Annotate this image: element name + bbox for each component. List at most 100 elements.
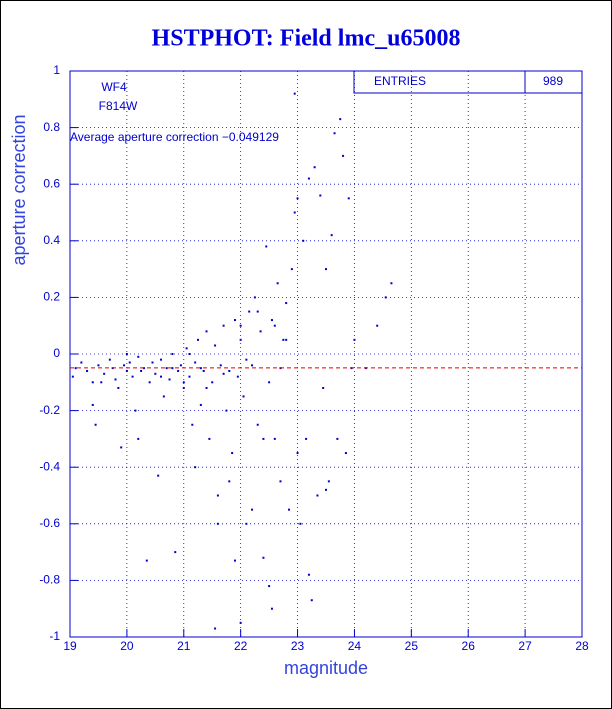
stats-label: ENTRIES <box>374 74 426 88</box>
point <box>80 361 83 364</box>
point <box>103 372 106 375</box>
point <box>134 409 137 412</box>
point <box>219 364 222 367</box>
y-tick-label: -0.2 <box>39 403 60 417</box>
point <box>347 197 350 200</box>
point <box>71 375 74 378</box>
point <box>91 403 94 406</box>
point <box>97 364 100 367</box>
point <box>199 403 202 406</box>
point <box>205 330 208 333</box>
point <box>168 378 171 381</box>
point <box>322 386 325 389</box>
x-tick-label: 28 <box>575 639 589 653</box>
point <box>251 364 254 367</box>
y-tick-label: 0.4 <box>43 233 60 247</box>
point <box>270 607 273 610</box>
point <box>233 319 236 322</box>
point <box>293 92 296 95</box>
y-tick-label: 0.6 <box>43 176 60 190</box>
point <box>117 386 120 389</box>
point <box>137 437 140 440</box>
point <box>290 268 293 271</box>
x-tick-label: 25 <box>405 639 419 653</box>
x-tick-label: 27 <box>518 639 532 653</box>
point <box>160 375 163 378</box>
point <box>302 239 305 242</box>
point <box>344 452 347 455</box>
point <box>390 282 393 285</box>
point <box>245 358 248 361</box>
x-tick-label: 26 <box>462 639 476 653</box>
point <box>268 585 271 588</box>
y-tick-label: -0.6 <box>39 516 60 530</box>
point <box>282 338 285 341</box>
point <box>157 474 160 477</box>
point <box>140 369 143 372</box>
point <box>285 338 288 341</box>
point <box>384 296 387 299</box>
point <box>330 234 333 237</box>
point <box>125 353 128 355</box>
y-tick-label: -1 <box>49 629 60 643</box>
point <box>239 338 242 341</box>
point <box>177 369 180 372</box>
point <box>202 369 205 372</box>
y-tick-label: 0 <box>53 346 60 360</box>
point <box>120 446 123 449</box>
point <box>285 302 288 305</box>
annotation: WF4 <box>101 80 127 94</box>
point <box>259 330 262 333</box>
point <box>325 268 327 271</box>
point <box>333 132 336 135</box>
point <box>276 282 279 285</box>
point <box>327 480 330 483</box>
point <box>228 369 231 372</box>
point <box>160 358 163 361</box>
point <box>145 559 148 562</box>
annotation: Average aperture correction −0.049129 <box>70 130 279 144</box>
chart-title: HSTPHOT: Field lmc_u65008 <box>152 26 461 52</box>
point <box>299 522 302 525</box>
point <box>114 378 117 381</box>
x-tick-label: 21 <box>177 639 191 653</box>
y-tick-label: 0.8 <box>43 120 60 134</box>
point <box>236 375 239 378</box>
point <box>222 372 225 375</box>
y-tick-label: 0.2 <box>43 290 60 304</box>
point <box>262 556 265 559</box>
point <box>307 573 310 576</box>
point <box>208 437 211 440</box>
point <box>262 437 265 440</box>
point <box>165 367 168 370</box>
point <box>151 361 154 364</box>
point <box>182 381 185 384</box>
point <box>197 338 199 341</box>
point <box>233 559 236 562</box>
point <box>148 381 151 384</box>
point <box>296 452 299 455</box>
point <box>270 319 273 322</box>
point <box>339 118 342 121</box>
point <box>214 627 217 630</box>
stats-value: 989 <box>543 74 563 88</box>
point <box>211 381 214 384</box>
point <box>245 522 248 525</box>
point <box>137 355 140 358</box>
point <box>171 367 174 370</box>
point <box>242 395 245 398</box>
point <box>225 409 228 412</box>
point <box>336 437 339 440</box>
point <box>188 375 191 378</box>
point <box>216 494 219 497</box>
point <box>188 353 191 355</box>
point <box>265 245 268 248</box>
point <box>125 369 128 372</box>
point <box>199 367 202 370</box>
point <box>279 480 282 483</box>
point <box>316 494 319 497</box>
point <box>342 154 345 157</box>
point <box>214 344 217 347</box>
point <box>182 386 185 389</box>
